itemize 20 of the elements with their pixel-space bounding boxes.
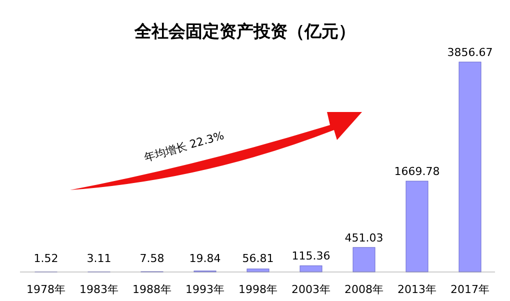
data-label: 1.52 — [34, 252, 58, 265]
data-label: 1669.78 — [394, 165, 440, 178]
chart-title: 全社会固定资产投资（亿元） — [134, 22, 356, 42]
x-tick-label: 1998年 — [238, 283, 278, 296]
annotation: 年均增长 22.3% — [142, 129, 226, 164]
x-tick-label: 1988年 — [132, 283, 172, 296]
x-tick-label: 1993年 — [186, 283, 224, 296]
data-label: 19.84 — [189, 252, 221, 265]
data-label: 451.03 — [344, 231, 384, 244]
data-label: 3856.67 — [447, 46, 493, 59]
data-label: 7.58 — [140, 252, 164, 265]
x-tick-label: 1983年 — [80, 283, 118, 296]
x-tick-label: 2003年 — [292, 283, 330, 296]
x-tick-label: 2013年 — [398, 283, 436, 296]
data-label: 56.81 — [242, 252, 274, 265]
data-label: 3.11 — [86, 252, 112, 265]
x-tick-label: 1978年 — [26, 283, 66, 296]
x-tick-label: 2017年 — [450, 283, 490, 296]
data-label: 115.36 — [292, 250, 330, 263]
x-tick-label: 2008年 — [344, 283, 384, 296]
